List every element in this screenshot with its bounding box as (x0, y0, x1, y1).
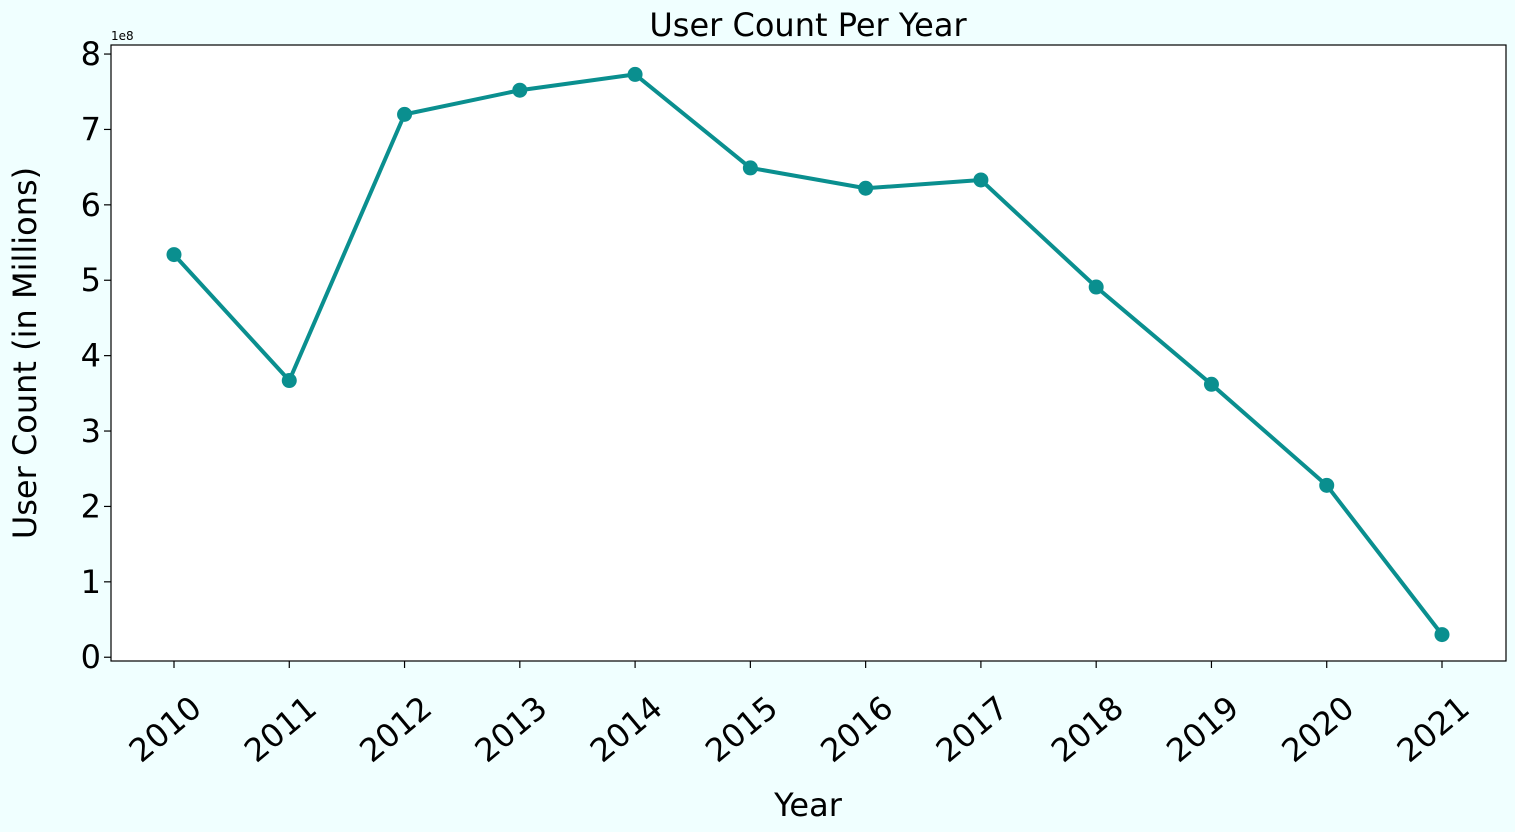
series-group (166, 66, 1450, 643)
y-tick-label: 8 (81, 35, 101, 73)
y-axis-ticks: 0 1 2 3 4 5 6 7 8 (81, 35, 111, 676)
data-point (281, 373, 297, 389)
y-axis-label: User Count (in Millions) (6, 167, 44, 539)
y-tick-label: 4 (81, 337, 101, 375)
series-line (172, 72, 1444, 637)
data-point (512, 82, 528, 98)
data-point (858, 180, 874, 196)
y-tick-label: 6 (81, 186, 101, 224)
plot-area (111, 45, 1506, 661)
data-point (397, 106, 413, 122)
y-axis-offset-label: 1e8 (111, 29, 134, 43)
data-point (166, 247, 182, 263)
data-point (742, 160, 758, 176)
x-axis-label: Year (773, 786, 843, 824)
y-tick-label: 0 (81, 638, 101, 676)
data-point (1203, 376, 1219, 392)
y-tick-label: 5 (81, 261, 101, 299)
data-point (1088, 279, 1104, 295)
data-point (1319, 477, 1335, 493)
data-point (973, 172, 989, 188)
y-tick-label: 7 (81, 110, 101, 148)
data-point (1434, 627, 1450, 643)
y-tick-label: 3 (81, 412, 101, 450)
y-tick-label: 2 (81, 487, 101, 525)
data-point (627, 66, 643, 82)
plot-frame (110, 44, 1507, 662)
chart-title: User Count Per Year (649, 6, 967, 44)
y-tick-label: 1 (81, 563, 101, 601)
